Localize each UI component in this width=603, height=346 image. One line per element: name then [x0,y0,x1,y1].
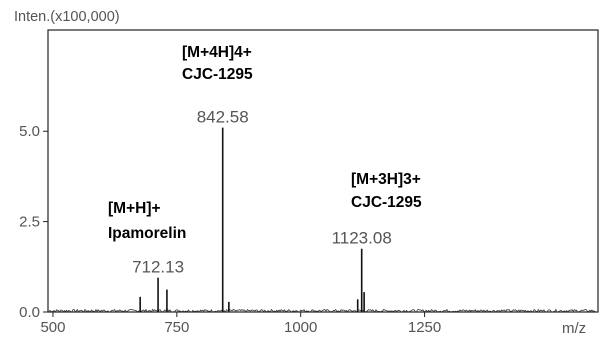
y-tick-label: 5.0 [19,123,40,140]
x-tick-label: 1250 [408,319,441,336]
y-tick-label: 2.5 [19,214,40,231]
annotation-cjc-4h: [M+4H]4+ CJC-1295 [182,44,253,83]
x-tick-label: 1000 [284,319,317,336]
annotation-ipamorelin-ion: [M+H]+ [108,200,161,217]
peak-label: 842.58 [197,108,249,127]
peak-label: 1123.08 [332,229,392,248]
annotation-cjc-4h-name: CJC-1295 [182,66,253,83]
annotation-cjc-3h-name: CJC-1295 [351,194,422,211]
annotation-cjc-3h-ion: [M+3H]3+ [351,171,421,188]
x-axis-label: m/z [562,320,586,337]
peak-label: 712.13 [132,258,184,277]
peaks [139,127,365,312]
x-tick-label: 500 [40,319,65,336]
y-tick-label: 0.0 [19,304,40,321]
peak-labels: 712.13 842.58 1123.08 [132,108,392,277]
y-axis-label: Inten.(x100,000) [14,9,120,25]
x-ticks: 500 750 1000 1250 [40,312,441,336]
x-tick-label: 750 [164,319,189,336]
y-ticks: 0.0 2.5 5.0 [19,123,48,321]
plot-frame [47,29,599,313]
annotation-cjc-3h: [M+3H]3+ CJC-1295 [351,171,422,211]
annotation-ipamorelin: [M+H]+ Ipamorelin [108,200,186,242]
annotation-cjc-4h-ion: [M+4H]4+ [182,44,252,61]
annotation-ipamorelin-name: Ipamorelin [108,225,186,242]
